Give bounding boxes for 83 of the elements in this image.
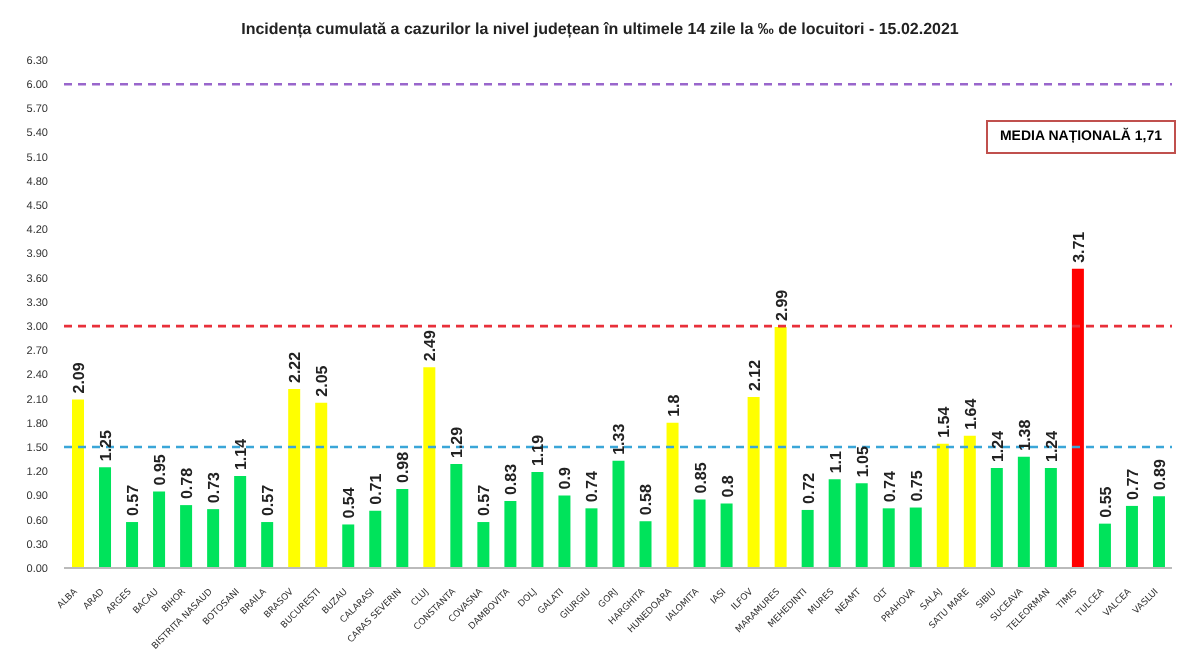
data-label: 1.29 [448, 425, 467, 458]
bar [558, 495, 571, 568]
data-label: 0.77 [1123, 467, 1142, 500]
bar [1044, 468, 1057, 568]
data-label: 1.19 [529, 433, 548, 467]
data-label: 0.71 [367, 472, 386, 505]
data-label: 0.57 [124, 483, 143, 517]
data-label: 0.9 [556, 466, 575, 490]
data-label: 1.64 [961, 397, 980, 430]
bar [1098, 523, 1111, 568]
data-label: 0.73 [205, 470, 224, 504]
bar [369, 510, 382, 568]
bar [180, 505, 193, 568]
data-label: 1.14 [232, 437, 251, 471]
data-label: 1.05 [853, 445, 872, 478]
data-label: 0.57 [259, 483, 278, 517]
data-label: 1.8 [664, 393, 683, 417]
data-label: 1.25 [97, 428, 116, 462]
data-label: 0.74 [583, 470, 602, 503]
bar [801, 509, 814, 568]
bar [882, 508, 895, 568]
bar [504, 501, 517, 568]
bar [774, 326, 787, 568]
data-label: 0.54 [340, 486, 359, 519]
bar [531, 472, 544, 568]
bar [585, 508, 598, 568]
data-label: 0.55 [1096, 485, 1115, 518]
bar [1017, 456, 1030, 568]
data-label: 2.12 [745, 358, 764, 392]
data-label: 0.89 [1150, 457, 1169, 491]
data-label: 0.57 [475, 483, 494, 517]
data-label: 0.78 [178, 466, 197, 500]
bar [720, 503, 733, 568]
bar [963, 435, 976, 568]
bar [423, 367, 436, 568]
data-label: 0.98 [394, 450, 413, 483]
data-label: 0.72 [799, 471, 818, 504]
data-label: 2.49 [421, 328, 440, 362]
bar [936, 443, 949, 568]
data-label: 0.74 [880, 470, 899, 503]
bar [207, 509, 220, 568]
bar [747, 397, 760, 568]
data-label: 1.1 [826, 449, 845, 474]
bar [612, 460, 625, 568]
bar [126, 522, 139, 568]
data-label: 1.38 [1015, 418, 1034, 451]
bar [288, 388, 301, 568]
data-label: 2.05 [313, 364, 332, 397]
bar [72, 399, 84, 568]
bar [315, 402, 328, 568]
data-label: 0.8 [718, 474, 737, 498]
data-label: 0.85 [691, 461, 710, 494]
data-label: 2.22 [286, 350, 305, 383]
data-label: 0.83 [502, 462, 521, 496]
bar [990, 468, 1003, 568]
bar [693, 499, 706, 568]
data-label: 0.58 [637, 482, 656, 516]
bar [342, 524, 355, 568]
data-label: 1.24 [1042, 429, 1061, 463]
bar [396, 488, 409, 568]
data-label: 1.24 [988, 429, 1007, 463]
bar [234, 476, 247, 568]
bar [1152, 496, 1165, 568]
bar [477, 522, 490, 568]
bar [909, 507, 922, 568]
bar [1125, 505, 1138, 568]
bar [153, 491, 166, 568]
bar [450, 463, 463, 568]
data-label: 2.99 [772, 288, 791, 321]
data-label: 1.54 [934, 405, 953, 438]
bar [99, 467, 112, 568]
bar [828, 479, 841, 568]
bar [666, 422, 679, 568]
bar [1071, 268, 1084, 568]
data-label: 0.95 [151, 453, 170, 486]
data-label: 0.75 [907, 469, 926, 502]
bar [855, 483, 868, 568]
bar [261, 522, 274, 568]
data-label: 1.33 [610, 422, 629, 455]
bar [639, 521, 652, 568]
data-label: 2.09 [70, 361, 88, 394]
data-label: 3.71 [1069, 230, 1088, 263]
chart-title: Incidența cumulată a cazurilor la nivel județean în ultimele 14 zile la ‰ de locuitori - 15.02.2021 [239, 18, 961, 42]
